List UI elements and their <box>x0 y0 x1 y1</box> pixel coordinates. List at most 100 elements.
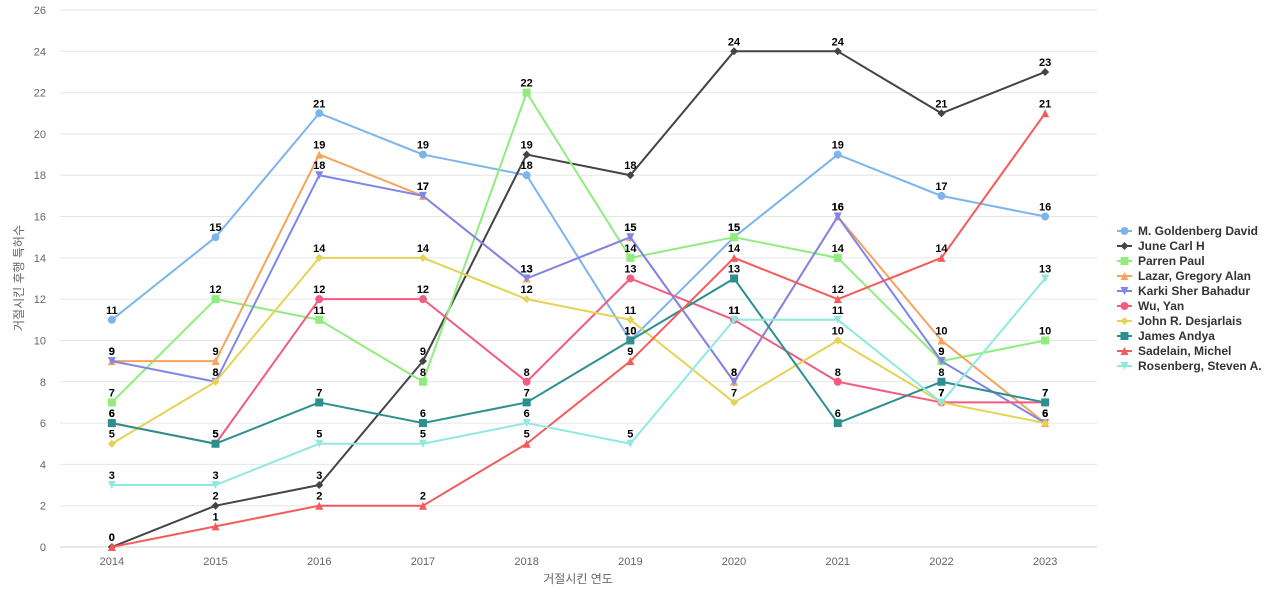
data-label: 10 <box>624 325 636 337</box>
data-label: 15 <box>209 222 221 234</box>
legend-item[interactable]: Lazar, Gregory Alan <box>1117 269 1251 283</box>
data-label: 11 <box>625 305 637 317</box>
data-point <box>1120 332 1129 340</box>
data-point <box>418 419 427 428</box>
series-line <box>111 112 1046 548</box>
data-point <box>522 274 531 283</box>
series-line <box>111 174 1046 424</box>
data-label: 6 <box>835 408 841 420</box>
data-label: 16 <box>1039 202 1051 214</box>
data-label: 22 <box>521 78 533 90</box>
data-label: 14 <box>935 243 948 255</box>
data-point <box>107 315 116 324</box>
data-label: 5 <box>420 429 426 441</box>
y-tick-label: 20 <box>34 129 46 141</box>
y-tick-label: 4 <box>40 459 46 471</box>
data-label: 11 <box>728 305 740 317</box>
data-point <box>1041 274 1050 283</box>
y-tick-label: 8 <box>40 377 46 389</box>
data-point <box>211 233 220 242</box>
data-label: 3 <box>212 470 218 482</box>
data-point <box>833 377 842 386</box>
legend-item[interactable]: June Carl H <box>1117 239 1205 253</box>
series-6 <box>107 253 1050 448</box>
data-point <box>1120 317 1129 325</box>
data-label: 9 <box>109 346 115 358</box>
data-point <box>626 357 635 366</box>
legend-item[interactable]: John R. Desjarlais <box>1117 314 1242 328</box>
data-label: 9 <box>420 346 426 358</box>
data-label: 14 <box>313 243 326 255</box>
legend-label: Sadelain, Michel <box>1138 344 1231 358</box>
legend-item[interactable]: Karki Sher Bahadur <box>1117 284 1250 298</box>
data-label: 14 <box>728 243 741 255</box>
data-label: 19 <box>832 140 844 152</box>
data-label: 11 <box>313 305 325 317</box>
data-label: 2 <box>212 491 218 503</box>
data-label: 6 <box>1042 408 1048 420</box>
data-label: 9 <box>109 346 115 358</box>
y-tick-label: 6 <box>40 418 46 430</box>
data-label: 13 <box>521 264 533 276</box>
data-point <box>522 419 531 428</box>
legend-item[interactable]: Rosenberg, Steven A. <box>1117 359 1262 373</box>
data-label: 10 <box>1039 325 1051 337</box>
data-point <box>1041 212 1050 221</box>
y-tick-label: 0 <box>40 542 46 554</box>
y-tick-label: 14 <box>34 253 46 265</box>
data-point <box>107 419 116 428</box>
data-label: 9 <box>627 346 633 358</box>
x-tick-label: 2020 <box>722 556 746 568</box>
data-point <box>522 150 531 159</box>
data-point <box>315 501 324 510</box>
legend-item[interactable]: Parren Paul <box>1117 254 1205 268</box>
data-point <box>107 439 116 448</box>
data-point <box>730 47 739 56</box>
data-point <box>315 109 324 118</box>
data-point <box>418 357 427 366</box>
data-label: 15 <box>624 222 636 234</box>
data-label: 7 <box>938 387 944 399</box>
data-label: 11 <box>832 305 844 317</box>
data-point <box>418 501 427 510</box>
data-label: 16 <box>832 202 844 214</box>
data-label: 10 <box>832 325 844 337</box>
data-point <box>1120 227 1129 235</box>
legend-item[interactable]: James Andya <box>1117 329 1215 343</box>
data-point <box>107 481 116 490</box>
legend-label: John R. Desjarlais <box>1138 314 1242 328</box>
data-point <box>315 481 324 490</box>
data-point <box>315 315 324 324</box>
data-label: 17 <box>417 181 429 193</box>
legend-item[interactable]: M. Goldenberg David <box>1117 224 1258 238</box>
x-axis-ticks: 2014 2015 2016 2017 2018 2019 2020 2021 2022 2023 <box>100 556 1058 568</box>
grid <box>60 9 1097 548</box>
x-tick-label: 2021 <box>826 556 850 568</box>
data-label: 8 <box>212 367 218 379</box>
data-point <box>211 357 220 366</box>
data-point <box>833 212 842 221</box>
data-label: 13 <box>728 264 740 276</box>
data-label: 17 <box>935 181 947 193</box>
series-8 <box>107 109 1050 551</box>
data-point <box>418 377 427 386</box>
data-point <box>522 88 531 97</box>
legend-label: Karki Sher Bahadur <box>1138 284 1250 298</box>
series-line <box>111 277 1046 487</box>
data-point <box>522 439 531 448</box>
legend-item[interactable]: Wu, Yan <box>1117 299 1184 313</box>
data-label: 21 <box>313 98 325 110</box>
series-lines <box>107 47 1050 551</box>
data-point <box>211 481 220 490</box>
data-point <box>626 439 635 448</box>
data-point <box>833 315 842 324</box>
data-point <box>107 398 116 407</box>
data-label: 15 <box>624 222 636 234</box>
data-label: 18 <box>313 160 325 172</box>
x-axis-title: 거절시킨 연도 <box>543 572 613 586</box>
data-point <box>1120 257 1129 265</box>
data-point <box>626 253 635 262</box>
data-point <box>730 398 739 407</box>
y-tick-label: 22 <box>34 88 46 100</box>
legend-item[interactable]: Sadelain, Michel <box>1117 344 1231 358</box>
